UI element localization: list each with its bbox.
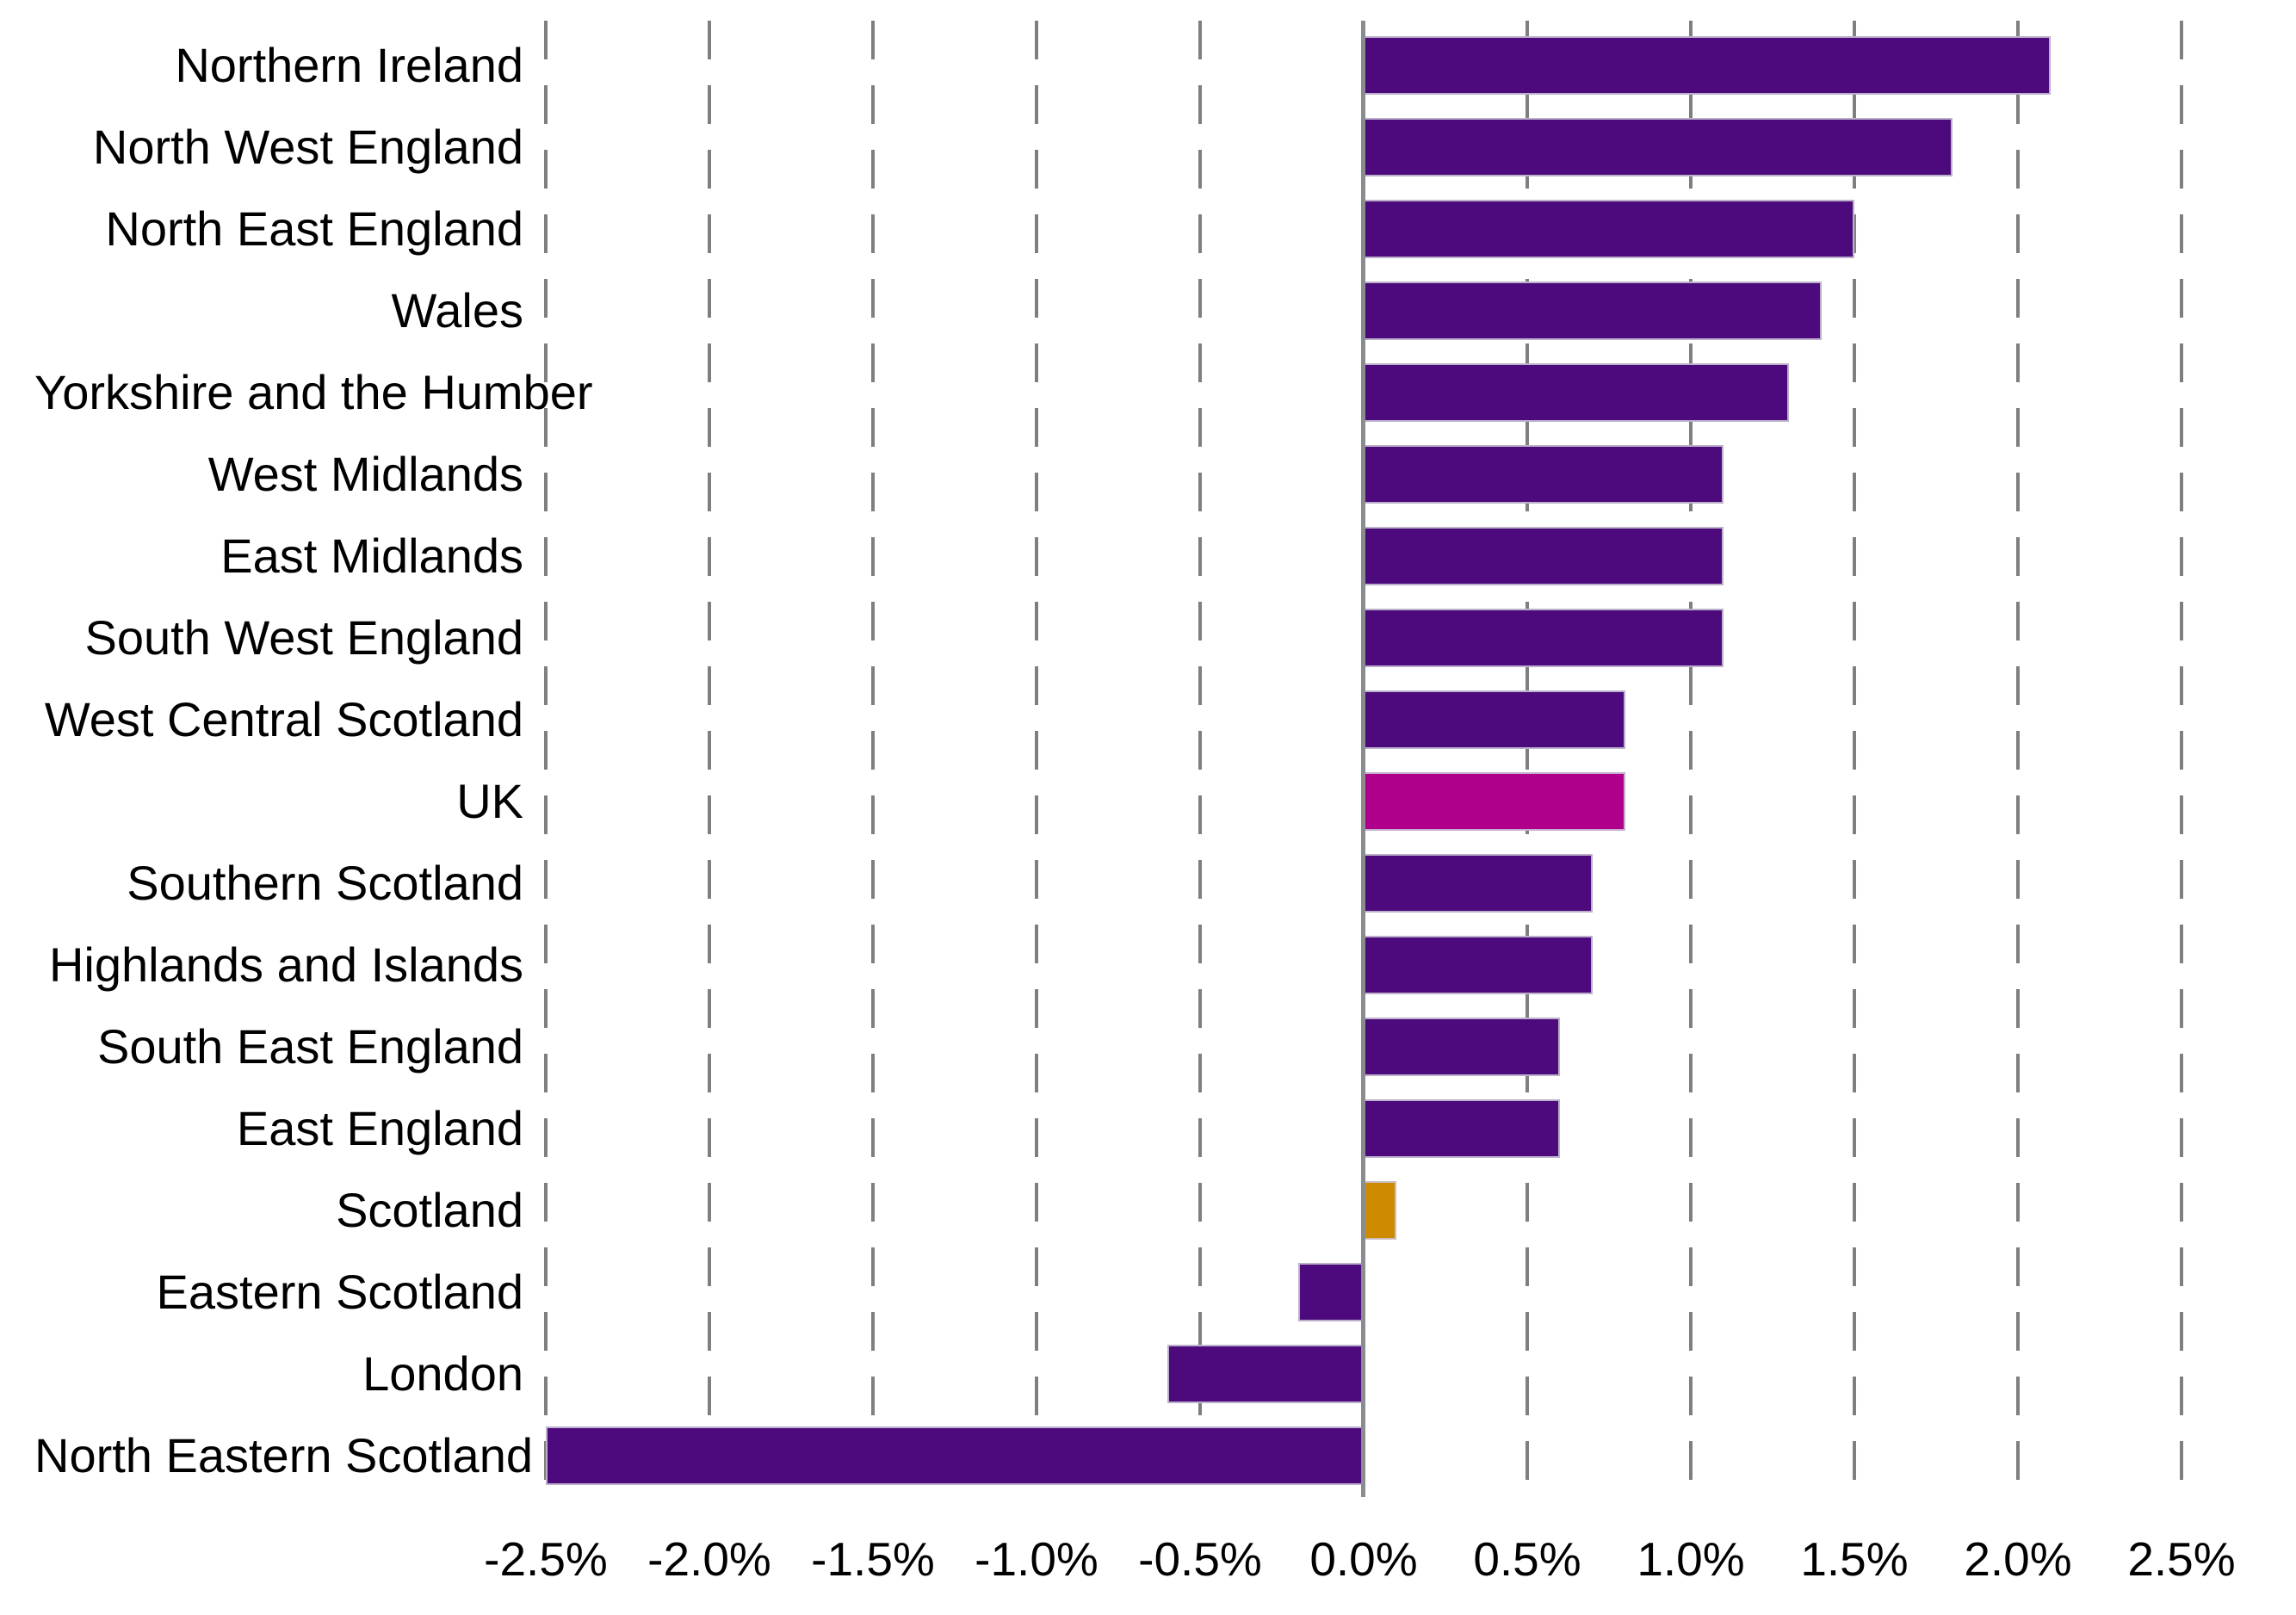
category-label-north-west-england: North West England <box>92 120 523 174</box>
category-label-eastern-scotland: Eastern Scotland <box>156 1265 523 1319</box>
gridline-0.5% <box>1526 21 1529 1497</box>
category-label-east-midlands: East Midlands <box>220 529 523 583</box>
gridline-1.5% <box>1853 21 1856 1497</box>
category-label-uk: UK <box>456 774 523 828</box>
gridline--1.0% <box>1035 21 1038 1497</box>
category-label-south-west-england: South West England <box>84 610 523 665</box>
category-label-highlands-and-islands: Highlands and Islands <box>48 937 523 992</box>
category-label-southern-scotland: Southern Scotland <box>127 856 523 910</box>
gridline-1.0% <box>1689 21 1693 1497</box>
category-label-north-eastern-scotland: North Eastern Scotland <box>34 1428 533 1482</box>
x-tick-label--1.0%: -1.0% <box>975 1532 1098 1586</box>
bar-south-east-england <box>1364 1018 1560 1076</box>
category-label-wales: Wales <box>391 283 523 337</box>
x-tick-label-0.0%: 0.0% <box>1309 1532 1418 1586</box>
gridline--0.5% <box>1198 21 1202 1497</box>
category-label-west-midlands: West Midlands <box>207 447 523 501</box>
zero-axis-line <box>1361 21 1365 1497</box>
category-label-south-east-england: South East England <box>96 1019 523 1074</box>
bar-scotland <box>1364 1181 1396 1240</box>
bar-wales <box>1364 282 1822 340</box>
x-tick-label--0.5%: -0.5% <box>1138 1532 1262 1586</box>
x-tick-label-2.0%: 2.0% <box>1964 1532 2072 1586</box>
bar-east-midlands <box>1364 527 1724 585</box>
bar-yorkshire-and-the-humber <box>1364 363 1789 422</box>
bar-north-west-england <box>1364 118 1953 176</box>
category-label-east-england: East England <box>236 1101 523 1155</box>
category-label-northern-ireland: Northern Ireland <box>175 38 523 92</box>
x-tick-label-0.5%: 0.5% <box>1473 1532 1581 1586</box>
bar-north-east-england <box>1364 200 1854 258</box>
bar-west-midlands <box>1364 445 1724 504</box>
x-tick-label--2.0%: -2.0% <box>647 1532 771 1586</box>
x-tick-label--2.5%: -2.5% <box>484 1532 608 1586</box>
gridline-2.5% <box>2180 21 2183 1497</box>
category-label-west-central-scotland: West Central Scotland <box>44 692 523 746</box>
bar-london <box>1167 1345 1364 1403</box>
gridline--2.5% <box>544 21 548 1497</box>
bar-north-eastern-scotland <box>546 1426 1364 1485</box>
gridline--2.0% <box>708 21 711 1497</box>
bar-south-west-england <box>1364 609 1724 667</box>
x-tick-label--1.5%: -1.5% <box>811 1532 935 1586</box>
bar-eastern-scotland <box>1298 1263 1364 1321</box>
category-label-scotland: Scotland <box>336 1183 523 1237</box>
bar-northern-ireland <box>1364 36 2051 95</box>
category-label-north-east-england: North East England <box>105 201 523 256</box>
x-tick-label-1.5%: 1.5% <box>1800 1532 1909 1586</box>
bar-uk <box>1364 772 1625 831</box>
bar-highlands-and-islands <box>1364 936 1593 994</box>
category-label-yorkshire-and-the-humber: Yorkshire and the Humber <box>34 365 593 419</box>
gridline-2.0% <box>2016 21 2020 1497</box>
x-tick-label-2.5%: 2.5% <box>2127 1532 2236 1586</box>
bar-southern-scotland <box>1364 854 1593 913</box>
category-label-london: London <box>362 1346 523 1401</box>
x-tick-label-1.0%: 1.0% <box>1637 1532 1745 1586</box>
bar-east-england <box>1364 1099 1560 1158</box>
bar-west-central-scotland <box>1364 690 1625 749</box>
gridline--1.5% <box>871 21 875 1497</box>
